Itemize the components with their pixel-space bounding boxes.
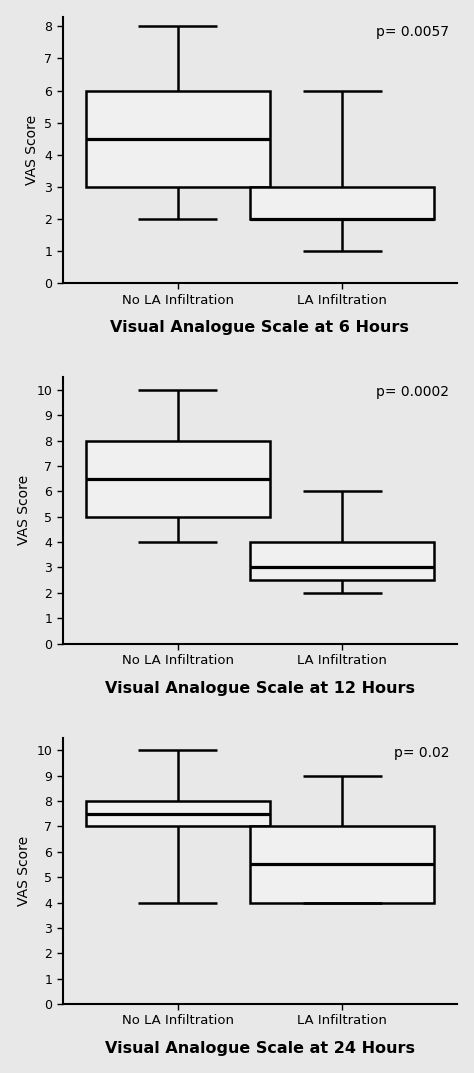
Text: p= 0.0002: p= 0.0002 bbox=[376, 385, 449, 399]
Bar bbox=[250, 826, 434, 902]
X-axis label: Visual Analogue Scale at 6 Hours: Visual Analogue Scale at 6 Hours bbox=[110, 321, 410, 336]
Bar bbox=[250, 187, 434, 219]
Text: p= 0.0057: p= 0.0057 bbox=[376, 25, 449, 39]
X-axis label: Visual Analogue Scale at 24 Hours: Visual Analogue Scale at 24 Hours bbox=[105, 1041, 415, 1056]
Y-axis label: VAS Score: VAS Score bbox=[17, 836, 31, 906]
Bar bbox=[85, 441, 270, 517]
Y-axis label: VAS Score: VAS Score bbox=[17, 475, 31, 545]
Bar bbox=[85, 90, 270, 187]
X-axis label: Visual Analogue Scale at 12 Hours: Visual Analogue Scale at 12 Hours bbox=[105, 681, 415, 696]
Y-axis label: VAS Score: VAS Score bbox=[25, 115, 38, 185]
Bar bbox=[85, 802, 270, 826]
Text: p= 0.02: p= 0.02 bbox=[394, 746, 449, 760]
Bar bbox=[250, 542, 434, 580]
